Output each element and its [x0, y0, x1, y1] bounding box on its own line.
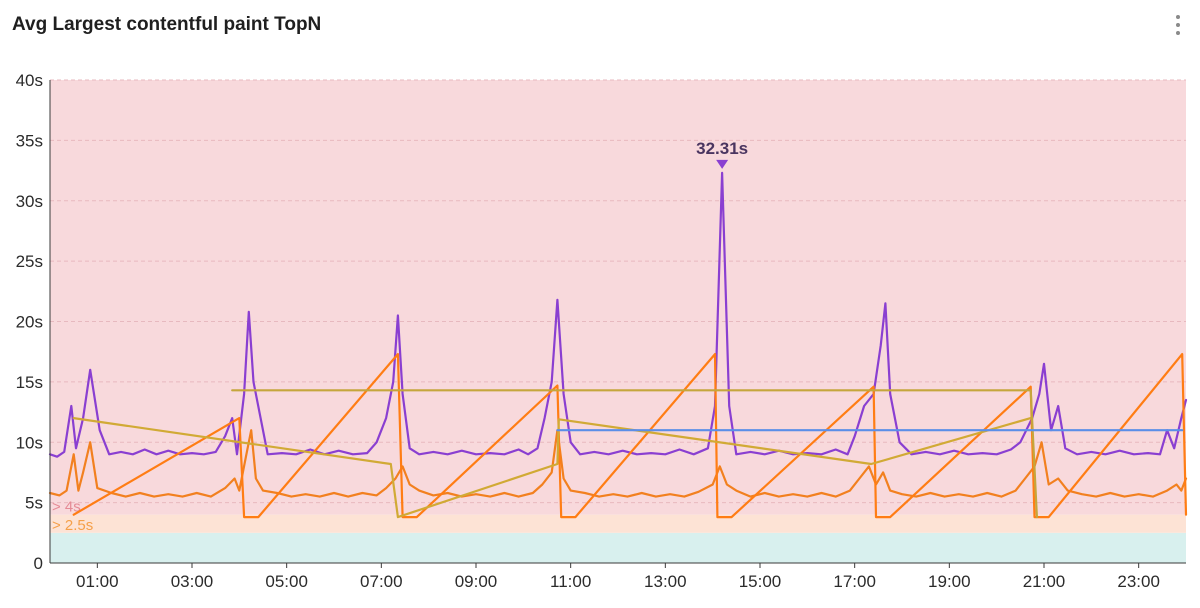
- menu-dot: [1176, 23, 1180, 27]
- x-tick-label: 23:00: [1117, 572, 1160, 591]
- y-tick-label: 15s: [16, 373, 43, 392]
- more-vertical-icon[interactable]: [1170, 12, 1186, 38]
- x-tick-label: 07:00: [360, 572, 403, 591]
- x-tick-label: 09:00: [455, 572, 498, 591]
- series-line-1: [48, 171, 1188, 458]
- x-tick-label: 05:00: [265, 572, 308, 591]
- threshold-band: [50, 80, 1186, 515]
- band-label: > 2.5s: [52, 517, 93, 534]
- band-labels: > 2.5s> 4s: [52, 499, 93, 534]
- y-tick-label: 20s: [16, 313, 43, 332]
- menu-dot: [1176, 15, 1180, 19]
- y-axis-ticks: 0 5s 10s 15s 20s 25s 30s 35s 40s: [16, 71, 43, 573]
- y-tick-label: 5s: [25, 494, 43, 513]
- y-tick-label: 40s: [16, 71, 43, 90]
- x-tick-label: 15:00: [739, 572, 782, 591]
- series-line-2: [48, 429, 1188, 498]
- band-label: > 4s: [52, 499, 81, 516]
- x-tick-label: 01:00: [76, 572, 119, 591]
- y-tick-label: 10s: [16, 433, 43, 452]
- x-axis-ticks: 01:00 03:00 05:00 07:00 09:00 11:00 13:00 15:00…: [76, 563, 1160, 591]
- series-line-4: [72, 417, 1032, 519]
- x-tick-label: 19:00: [928, 572, 971, 591]
- y-tick-label: 0: [34, 554, 43, 573]
- y-tick-label: 35s: [16, 131, 43, 150]
- series-line-3: [72, 353, 1188, 519]
- chart-title: Avg Largest contentful paint TopN: [12, 14, 322, 35]
- x-tick-label: 13:00: [644, 572, 687, 591]
- x-tick-label: 03:00: [171, 572, 214, 591]
- series-line-5: [231, 389, 1038, 519]
- threshold-band: [50, 514, 1186, 533]
- threshold-band: [50, 532, 1186, 563]
- series-lines: [48, 171, 1188, 519]
- peak-marker-triangle: [716, 159, 729, 169]
- menu-dot: [1176, 31, 1180, 35]
- x-tick-label: 11:00: [550, 572, 591, 591]
- y-tick-label: 25s: [16, 252, 43, 271]
- peak-marker: 32.31s: [696, 139, 748, 169]
- x-tick-label: 21:00: [1023, 572, 1066, 591]
- x-tick-label: 17:00: [833, 572, 876, 591]
- peak-value-label: 32.31s: [696, 139, 748, 158]
- y-tick-label: 30s: [16, 192, 43, 211]
- grid-lines: [50, 79, 1186, 504]
